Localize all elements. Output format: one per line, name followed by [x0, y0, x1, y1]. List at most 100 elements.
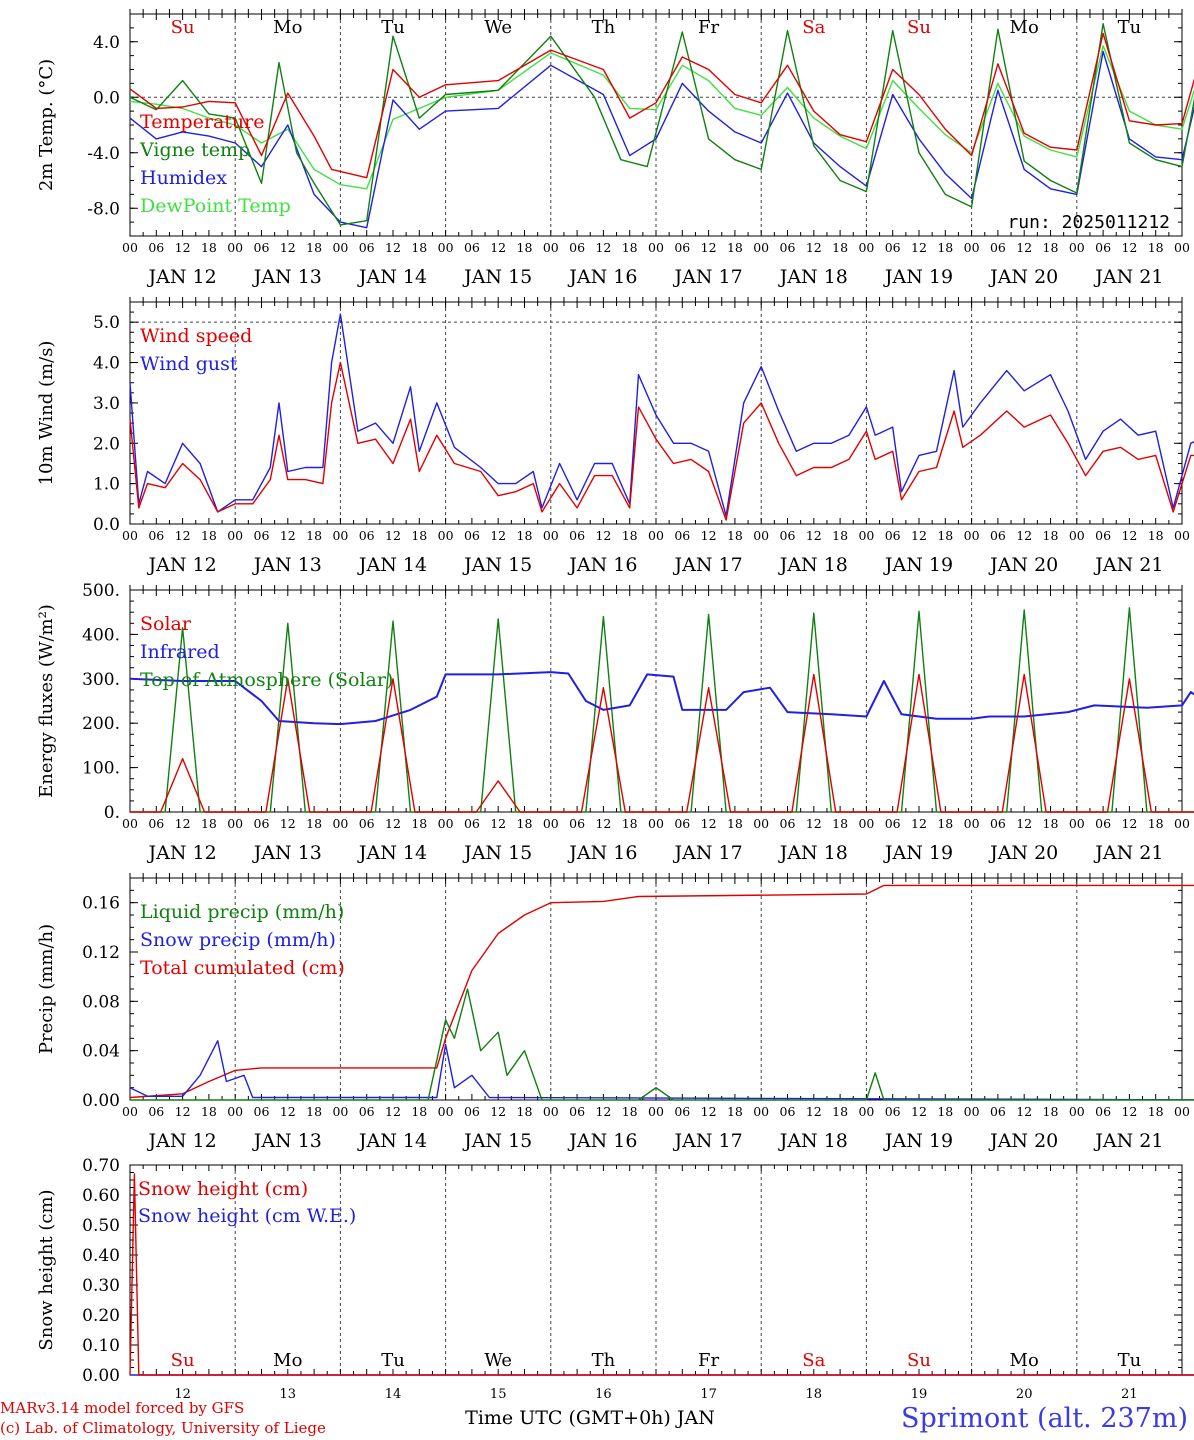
x-tick-label: 00: [964, 1104, 980, 1119]
x-tick-label: 06: [359, 1104, 375, 1119]
x-tick-label: 12: [701, 528, 717, 543]
y-axis-label: Snow height (cm): [36, 1189, 57, 1350]
x-tick-label: 00: [332, 1104, 348, 1119]
series-line: [130, 988, 1194, 1101]
x-tick-label: 18: [201, 528, 217, 543]
x-tick-label: 12: [1016, 816, 1032, 831]
x-tick-label: 18: [517, 816, 533, 831]
date-label: JAN 16: [567, 554, 637, 576]
y-tick-label: 0.70: [82, 1156, 120, 1176]
date-label: JAN 19: [883, 554, 953, 576]
x-tick-label: 06: [464, 816, 480, 831]
station-name: Sprimont (alt. 237m): [901, 1403, 1188, 1434]
series-line: [129, 45, 1194, 190]
x-tick-label: 00: [648, 528, 664, 543]
x-tick-label: 00: [753, 528, 769, 543]
x-tick-label: 12: [1016, 1104, 1032, 1119]
date-label: JAN 16: [567, 842, 637, 864]
day-label: Tu: [381, 1350, 405, 1371]
x-tick-label: 00: [438, 528, 454, 543]
x-tick-label: 12: [280, 816, 296, 831]
x-tick-label: 12: [595, 528, 611, 543]
legend-entry: Wind speed: [140, 325, 252, 347]
day-label: Tu: [1118, 1350, 1142, 1371]
x-tick-label: 12: [806, 816, 822, 831]
x-tick-label: 06: [674, 816, 690, 831]
day-label: We: [484, 1350, 512, 1371]
x-tick-label: 06: [1095, 1104, 1111, 1119]
series-line: [129, 1040, 1194, 1101]
day-number: 19: [911, 1387, 928, 1402]
x-tick-label: 18: [306, 816, 322, 831]
x-tick-label: 12: [701, 1104, 717, 1119]
y-tick-label: 0.10: [82, 1336, 120, 1356]
date-label: JAN 20: [988, 842, 1058, 864]
legend-entry: Wind gust: [140, 353, 238, 375]
x-tick-label: 12: [701, 816, 717, 831]
x-tick-label: 00: [1069, 528, 1085, 543]
x-tick-label: 12: [385, 1104, 401, 1119]
x-tick-label: 18: [1043, 240, 1059, 255]
x-tick-label: 18: [937, 1104, 953, 1119]
y-tick-label: 200.: [82, 714, 120, 734]
y-axis-label: Energy fluxes (W/m²): [36, 604, 57, 798]
series-line: [129, 361, 1194, 521]
x-tick-label: 12: [280, 528, 296, 543]
series-line: [129, 313, 1194, 517]
x-tick-label: 00: [332, 816, 348, 831]
series-line: [129, 671, 1194, 726]
x-tick-label: 12: [175, 528, 191, 543]
date-label: JAN 18: [778, 842, 848, 864]
day-label: We: [484, 17, 512, 38]
y-tick-label: 1.0: [93, 475, 120, 495]
x-tick-label: 12: [806, 528, 822, 543]
x-tick-label: 18: [306, 1104, 322, 1119]
x-tick-label: 12: [595, 1104, 611, 1119]
date-label: JAN 17: [673, 842, 743, 864]
x-tick-label: 18: [517, 1104, 533, 1119]
x-tick-label: 18: [727, 1104, 743, 1119]
date-label: JAN 14: [357, 842, 427, 864]
x-tick-label: 00: [1174, 528, 1190, 543]
x-tick-label: 06: [990, 240, 1006, 255]
x-tick-label: 06: [1095, 240, 1111, 255]
x-tick-label: 18: [517, 528, 533, 543]
y-tick-label: 4.0: [93, 33, 120, 53]
x-tick-label: 06: [359, 240, 375, 255]
date-label: JAN 15: [462, 842, 532, 864]
day-label: Mo: [1010, 17, 1039, 38]
x-tick-label: 18: [1043, 1104, 1059, 1119]
date-label: JAN 15: [462, 554, 532, 576]
x-tick-label: 00: [753, 240, 769, 255]
x-tick-label: 18: [937, 816, 953, 831]
date-label: JAN 14: [357, 266, 427, 288]
x-tick-label: 00: [753, 816, 769, 831]
legend-entry: Snow precip (mm/h): [140, 929, 336, 951]
x-tick-label: 12: [1016, 528, 1032, 543]
x-tick-label: 00: [122, 240, 138, 255]
x-tick-label: 00: [858, 1104, 874, 1119]
date-label: JAN 21: [1093, 554, 1163, 576]
panel-2: [129, 297, 1194, 525]
y-tick-label: -8.0: [87, 199, 120, 219]
x-tick-label: 12: [1016, 240, 1032, 255]
day-label: Sa: [802, 1350, 825, 1371]
day-label: Sa: [802, 17, 825, 38]
x-tick-label: 06: [990, 816, 1006, 831]
x-tick-label: 12: [385, 240, 401, 255]
series-line: [129, 1173, 1194, 1376]
day-label: Mo: [273, 1350, 302, 1371]
y-tick-label: 0.08: [82, 992, 120, 1012]
date-label: JAN 13: [252, 1130, 322, 1152]
series-line: [130, 607, 1194, 813]
x-tick-label: 18: [1148, 528, 1164, 543]
x-tick-label: 00: [1174, 240, 1190, 255]
x-tick-label: 18: [937, 240, 953, 255]
day-label: Fr: [698, 17, 719, 38]
x-tick-label: 12: [175, 1104, 191, 1119]
y-tick-label: 0.04: [82, 1042, 120, 1062]
x-tick-label: 06: [885, 816, 901, 831]
y-tick-label: 500.: [82, 581, 120, 601]
legend-entry: Liquid precip (mm/h): [140, 901, 344, 923]
legend-entry: Infrared: [140, 641, 220, 663]
